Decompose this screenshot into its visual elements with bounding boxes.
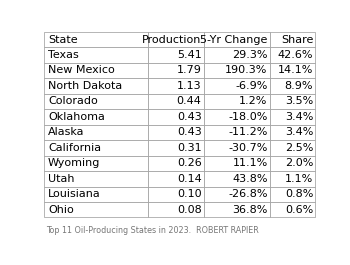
Text: Top 11 Oil-Producing States in 2023.  ROBERT RAPIER: Top 11 Oil-Producing States in 2023. ROB…: [47, 226, 259, 235]
